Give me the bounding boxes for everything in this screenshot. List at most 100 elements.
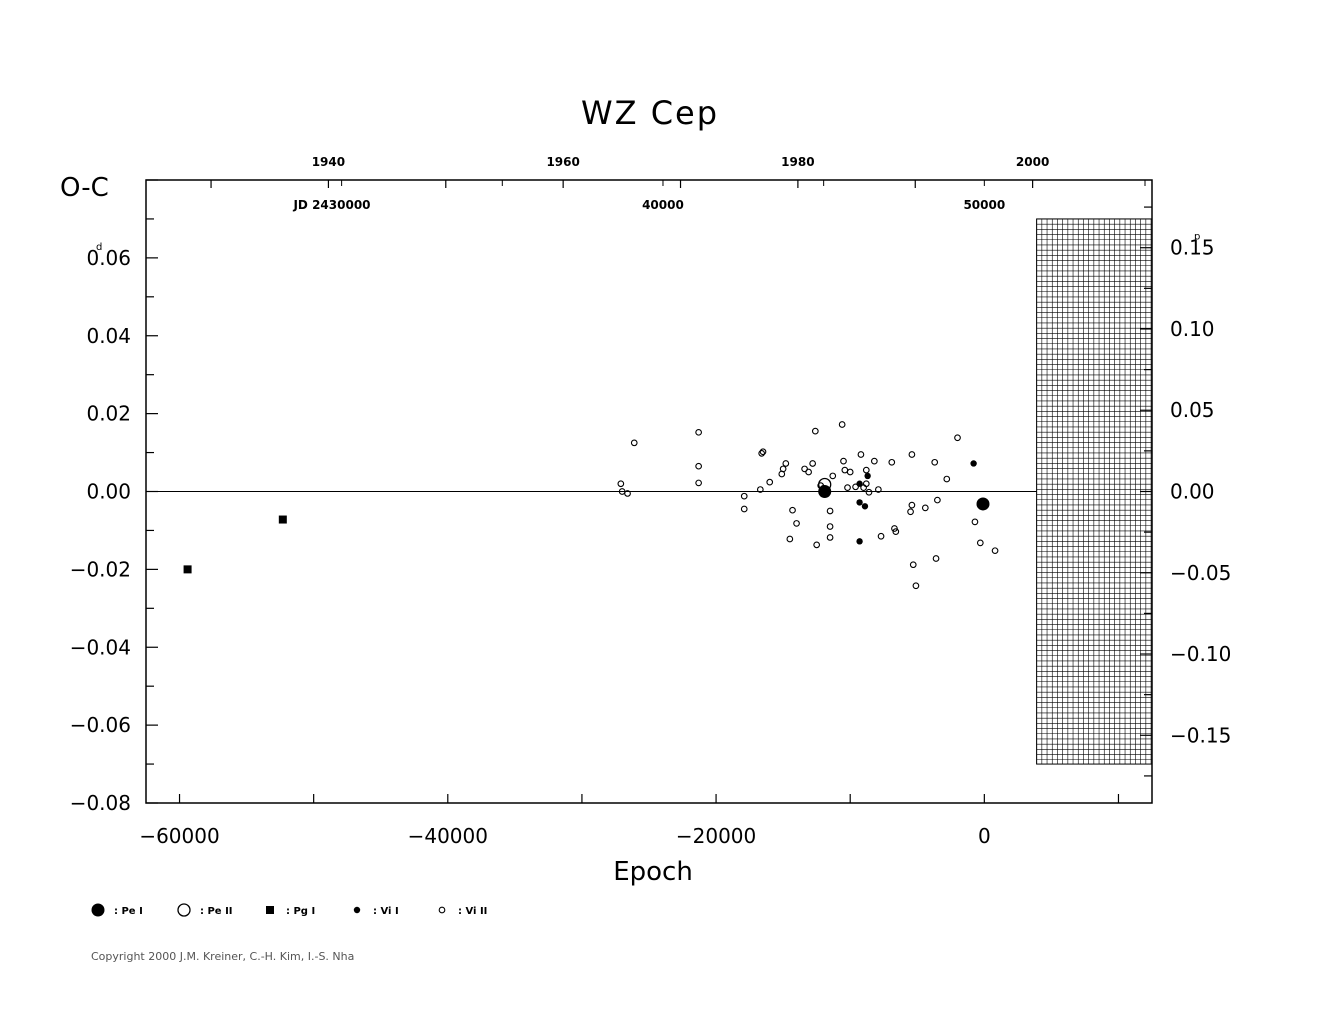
y-tick-label: −0.02: [70, 557, 131, 581]
top-year-label: 2000: [1016, 155, 1049, 169]
data-point-small-open-circle: [891, 525, 898, 532]
y-axis-ticks: −0.08 −0.06 −0.04 −0.02 0.00 0.02 0.04 0.06d: [70, 179, 158, 815]
data-point-small-open-circle: [695, 428, 702, 436]
data-point-small-open-circle: [846, 468, 854, 476]
data-point-small-open-circle: [805, 468, 812, 476]
data-point-small-open-circle: [813, 541, 821, 549]
data-point-small-open-circle: [782, 460, 790, 467]
right-unit-mark: p: [1194, 232, 1200, 243]
legend-symbol: [266, 906, 274, 914]
legend: : Pe I: Pe II: Pg I: Vi I: Vi II: [91, 903, 487, 917]
data-point-small-open-circle: [826, 507, 834, 515]
data-point-small-open-circle: [908, 501, 916, 509]
data-point-small-filled-circle: [970, 460, 977, 467]
right-axis-ticks: −0.15 −0.10 −0.05 0.00 0.05 0.10 0.15p: [1140, 206, 1231, 777]
data-point-small-open-circle: [758, 449, 766, 457]
legend-symbol: [438, 906, 446, 914]
top-jd-label: 50000: [963, 198, 1005, 212]
data-point-small-open-circle: [695, 479, 702, 487]
data-point-small-open-circle: [841, 466, 849, 474]
y-tick-label: −0.04: [70, 635, 131, 659]
right-tick-label: −0.05: [1170, 561, 1231, 585]
x-tick-label: −20000: [676, 824, 756, 848]
data-point-small-open-circle: [976, 539, 984, 547]
data-point-small-open-circle: [865, 488, 873, 496]
legend-symbol: [91, 903, 105, 917]
right-tick-label: 0.15: [1170, 236, 1215, 260]
data-points: [183, 421, 999, 590]
data-point-small-open-circle: [912, 582, 920, 590]
y-tick-label: −0.06: [70, 713, 131, 737]
data-point-small-open-circle: [695, 462, 702, 470]
data-point-small-open-circle: [870, 457, 878, 465]
top-year-label: 1940: [312, 155, 345, 169]
y-tick-label: 0.00: [86, 480, 131, 504]
x-tick-label: −40000: [408, 824, 488, 848]
data-point-small-open-circle: [793, 520, 800, 527]
data-point-small-open-circle: [826, 534, 834, 541]
top-jd-label: 40000: [642, 198, 684, 212]
top-year-label: 1980: [781, 155, 814, 169]
data-point-small-open-circle: [630, 439, 638, 447]
data-point-small-open-circle: [857, 451, 865, 458]
copyright-note: Copyright 2000 J.M. Kreiner, C.-H. Kim, …: [91, 950, 355, 963]
data-point-small-open-circle: [877, 532, 885, 540]
data-point-small-open-circle: [789, 506, 796, 514]
data-point-small-open-circle: [852, 483, 859, 491]
legend-label: : Pe I: [114, 906, 143, 917]
data-point-small-filled-circle: [864, 472, 871, 480]
data-point-large-filled-circle: [818, 485, 832, 498]
data-point-small-open-circle: [840, 457, 847, 465]
data-point-small-open-circle: [908, 451, 916, 458]
data-point-small-filled-circle: [856, 499, 863, 506]
data-point-small-filled-circle: [861, 503, 869, 510]
data-point-small-open-circle: [740, 492, 748, 500]
data-point-small-open-circle: [617, 480, 625, 488]
data-point-small-open-circle: [921, 504, 929, 512]
data-point-small-open-circle: [954, 434, 961, 442]
x-tick-label: −60000: [139, 824, 219, 848]
data-point-small-open-circle: [875, 486, 882, 493]
data-point-small-open-circle: [820, 485, 827, 492]
data-point-small-filled-circle: [856, 538, 863, 545]
data-point-large-filled-circle: [976, 497, 990, 511]
data-point-small-open-circle: [862, 466, 870, 474]
data-point-small-open-circle: [829, 472, 837, 480]
y-tick-label: 0.06: [86, 246, 131, 270]
data-point-small-open-circle: [759, 448, 767, 456]
data-point-small-open-circle: [943, 475, 951, 483]
legend-label: : Vi I: [373, 906, 399, 917]
data-point-small-open-circle: [892, 528, 900, 535]
data-point-filled-square: [183, 565, 192, 574]
legend-label: : Pe II: [200, 906, 233, 917]
data-point-filled-square: [278, 515, 287, 524]
data-point-small-open-circle: [756, 486, 764, 493]
hatched-region: [1036, 218, 1152, 765]
x-axis-ticks: −60000 −40000 −20000 0: [139, 794, 1120, 848]
y-tick-label: 0.02: [86, 402, 131, 426]
data-point-small-open-circle: [932, 555, 940, 562]
top-jd-label: JD 2430000: [292, 198, 370, 212]
data-point-small-open-circle: [971, 518, 979, 526]
data-point-small-open-circle: [934, 496, 941, 504]
y-unit-mark: d: [96, 242, 102, 253]
right-tick-label: −0.15: [1170, 723, 1231, 747]
x-axis-label: Epoch: [613, 857, 693, 887]
data-point-small-open-circle: [779, 465, 787, 473]
legend-label: : Vi II: [458, 906, 487, 917]
x-tick-label: 0: [978, 824, 991, 848]
hatched-region-border: [1036, 218, 1152, 765]
data-point-small-open-circle: [811, 427, 819, 435]
top-axis-ticks: 1940 1960 1980 2000 40000 50000: [210, 155, 1146, 212]
data-point-small-open-circle: [624, 490, 631, 497]
y-axis-label: O-C: [60, 173, 109, 203]
right-tick-label: 0.05: [1170, 398, 1215, 422]
data-point-small-open-circle: [740, 505, 748, 513]
data-point-small-open-circle: [888, 458, 896, 466]
top-year-label: 1960: [546, 155, 579, 169]
data-point-small-open-circle: [991, 547, 999, 555]
data-point-small-open-circle: [931, 458, 939, 466]
data-point-small-open-circle: [838, 421, 846, 428]
data-point-small-open-circle: [809, 460, 816, 467]
